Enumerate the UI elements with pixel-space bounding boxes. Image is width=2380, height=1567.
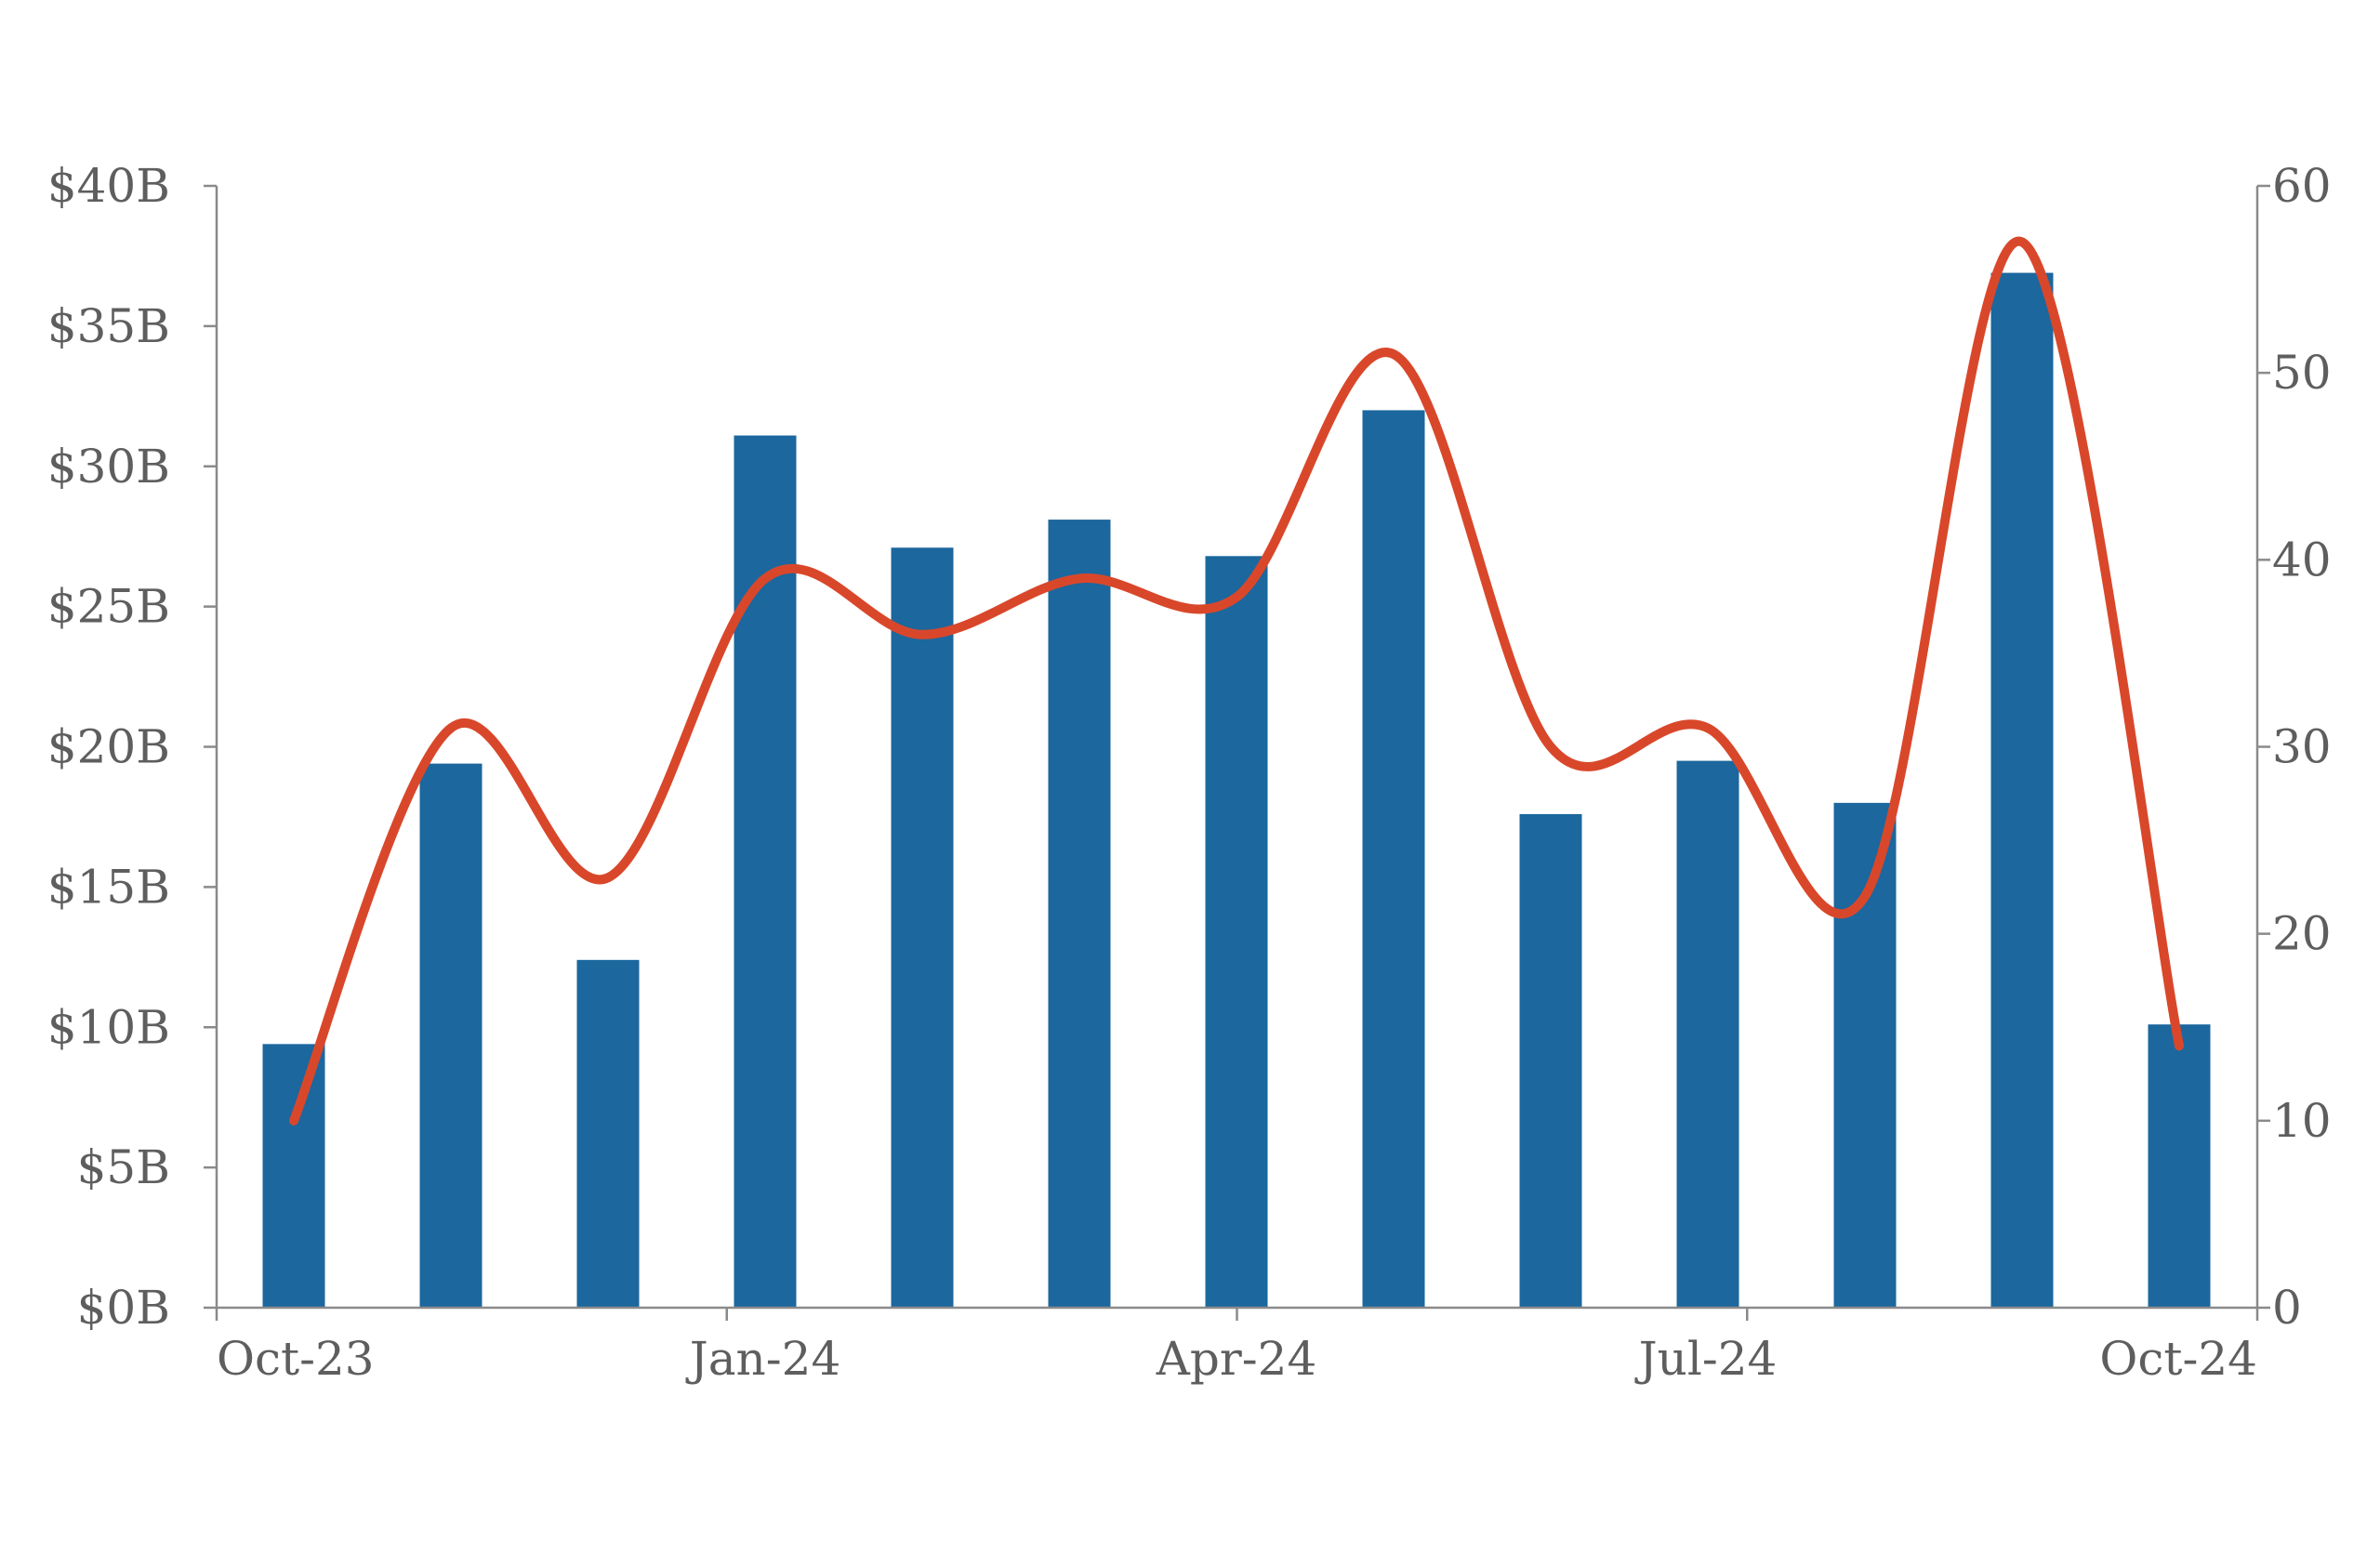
left-y-tick-label: $35B (47, 299, 170, 353)
x-tick-label: Oct-24 (2099, 1332, 2257, 1386)
labels-layer: $0B $5B $10B $15B $20B $25B $30B $35B $40B 0 10 20 3… (47, 159, 2332, 1386)
line-layer (289, 236, 2184, 1126)
right-y-tick-label: 20 (2272, 907, 2332, 961)
left-y-tick-label: $30B (47, 440, 170, 494)
left-y-tick-label: $25B (47, 580, 170, 634)
right-y-tick-label: 60 (2272, 159, 2332, 213)
left-y-tick-label: $20B (47, 720, 170, 774)
right-y-tick-label: 50 (2272, 346, 2332, 400)
bar-jul-24 (1676, 760, 1739, 1308)
right-y-tick-label: 10 (2272, 1094, 2332, 1148)
left-y-tick-label: $15B (47, 860, 170, 914)
right-y-tick-label: 30 (2272, 720, 2332, 774)
x-tick-label: Oct-23 (217, 1332, 375, 1386)
axes-layer (204, 184, 2270, 1321)
right-y-tick-label: 40 (2272, 533, 2332, 586)
series-line (289, 236, 2184, 1126)
bar-mar-24 (1048, 520, 1111, 1308)
left-y-tick-label: $5B (77, 1140, 170, 1194)
bar-nov-23 (419, 763, 483, 1308)
bar-oct-23 (262, 1044, 325, 1308)
bar-dec-23 (576, 959, 640, 1308)
bars-layer (262, 272, 2211, 1309)
bar-aug-24 (1833, 802, 1897, 1308)
left-y-tick-label: $40B (47, 159, 170, 213)
bar-feb-24 (891, 547, 954, 1308)
left-y-tick-label: $0B (77, 1281, 170, 1335)
x-tick-label: Jan-24 (685, 1332, 841, 1386)
right-y-tick-label: 0 (2272, 1281, 2302, 1335)
bar-sep-24 (1990, 272, 2054, 1309)
x-tick-label: Apr-24 (1156, 1332, 1317, 1386)
left-y-tick-label: $10B (47, 1000, 170, 1054)
bar-may-24 (1362, 410, 1425, 1308)
bar-apr-24 (1205, 556, 1268, 1308)
bar-jun-24 (1519, 813, 1582, 1308)
x-tick-label: Jul-24 (1634, 1332, 1778, 1386)
bar-oct-24 (2148, 1024, 2211, 1308)
